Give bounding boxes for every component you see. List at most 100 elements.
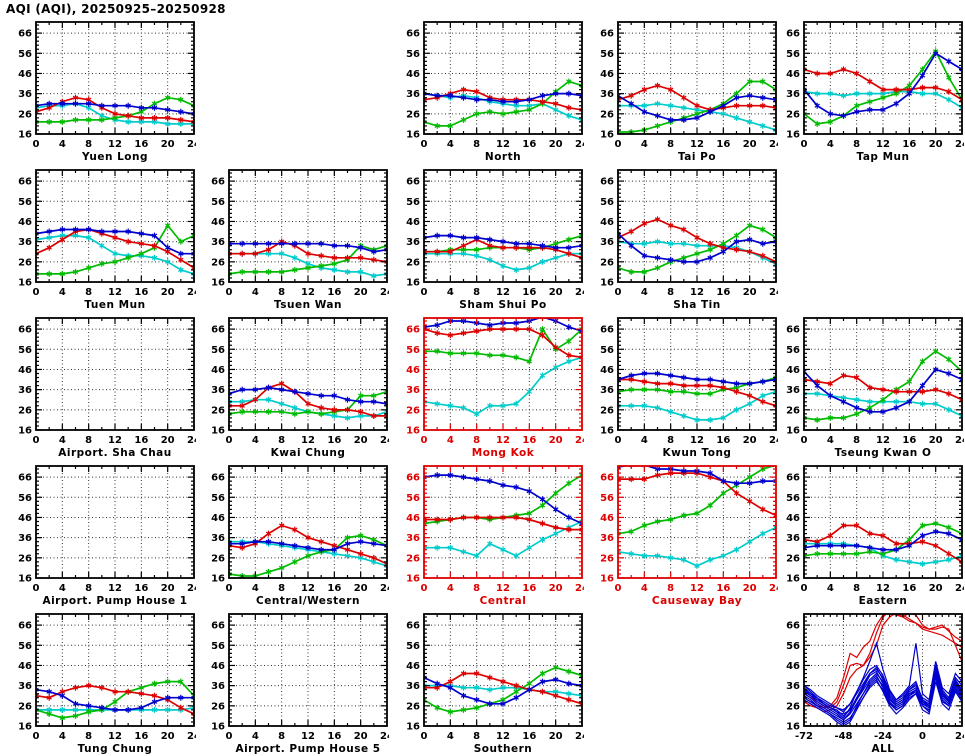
svg-text:36: 36 — [600, 237, 614, 248]
series-blue-markers — [424, 472, 582, 527]
axis-tick-labels: 16 26 36 46 56 66 0 4 8 12 16 20 24 — [406, 473, 584, 594]
svg-text:4: 4 — [59, 435, 66, 446]
svg-text:16: 16 — [406, 426, 420, 437]
series-blue-markers — [229, 240, 387, 255]
axis-tick-labels: 16 26 36 46 56 66 0 4 8 12 16 20 24 — [18, 621, 196, 742]
svg-text:46: 46 — [406, 513, 420, 524]
svg-text:24: 24 — [187, 731, 196, 742]
svg-text:56: 56 — [18, 197, 32, 208]
svg-text:16: 16 — [786, 130, 800, 141]
svg-text:46: 46 — [18, 661, 32, 672]
svg-text:16: 16 — [522, 435, 536, 446]
svg-text:0: 0 — [421, 435, 428, 446]
svg-text:36: 36 — [18, 385, 32, 396]
subplot-title: Tseung Kwan O — [835, 447, 932, 459]
subplot-causeway-bay: 16 26 36 46 56 66 0 4 8 12 16 20 24 Causeway Bay — [590, 458, 778, 608]
axis-tick-labels: 16 26 36 46 56 66 0 4 8 12 16 20 24 — [600, 325, 778, 446]
subplot-yuen-long-svg: 16 26 36 46 56 66 0 4 8 12 16 20 24 Yuen Long — [18, 21, 196, 163]
svg-text:46: 46 — [406, 661, 420, 672]
svg-text:56: 56 — [406, 49, 420, 60]
subplot-title: Airport. Pump House 1 — [42, 595, 187, 607]
svg-text:8: 8 — [853, 139, 860, 150]
svg-text:0: 0 — [226, 583, 233, 594]
svg-text:20: 20 — [929, 435, 943, 446]
plot-border — [35, 21, 195, 135]
axis-tick-labels: 16 26 36 46 56 66 0 4 8 12 16 20 24 — [211, 621, 389, 742]
svg-text:46: 46 — [18, 217, 32, 228]
svg-text:46: 46 — [211, 513, 225, 524]
svg-text:20: 20 — [743, 139, 757, 150]
svg-text:4: 4 — [641, 583, 648, 594]
subplot-title: Sha Tin — [673, 299, 721, 311]
svg-text:26: 26 — [406, 405, 420, 416]
svg-text:12: 12 — [108, 435, 122, 446]
svg-text:36: 36 — [211, 237, 225, 248]
svg-text:24: 24 — [187, 583, 196, 594]
svg-text:4: 4 — [59, 287, 66, 298]
subplot-tai-po: 16 26 36 46 56 66 0 4 8 12 16 20 24 Tai Po — [590, 14, 778, 164]
svg-text:4: 4 — [252, 435, 259, 446]
svg-text:26: 26 — [786, 109, 800, 120]
svg-text:26: 26 — [600, 257, 614, 268]
svg-text:16: 16 — [18, 574, 32, 585]
series-red-markers — [618, 376, 776, 409]
svg-text:26: 26 — [406, 257, 420, 268]
svg-text:16: 16 — [134, 139, 148, 150]
svg-text:56: 56 — [211, 641, 225, 652]
svg-text:16: 16 — [211, 574, 225, 585]
subplot-kwun-tong: 16 26 36 46 56 66 0 4 8 12 16 20 24 Kwun Tong — [590, 310, 778, 460]
series-blue-markers — [804, 50, 962, 119]
subplot-tap-mun: 16 26 36 46 56 66 0 4 8 12 16 20 24 Tap Mun — [776, 14, 964, 164]
svg-text:56: 56 — [600, 49, 614, 60]
subplot-title: Kwai Chung — [271, 447, 346, 459]
svg-text:12: 12 — [496, 583, 510, 594]
svg-text:16: 16 — [18, 426, 32, 437]
subplot-title: Tai Po — [678, 151, 716, 163]
svg-text:24: 24 — [187, 139, 196, 150]
subplot-title: Yuen Long — [81, 151, 148, 163]
svg-text:4: 4 — [447, 139, 454, 150]
subplot-tap-mun-svg: 16 26 36 46 56 66 0 4 8 12 16 20 24 Tap Mun — [786, 21, 964, 163]
svg-text:20: 20 — [354, 287, 368, 298]
svg-text:16: 16 — [522, 287, 536, 298]
svg-text:0: 0 — [801, 139, 808, 150]
svg-text:24: 24 — [380, 435, 389, 446]
svg-text:46: 46 — [406, 217, 420, 228]
subplot-airport-pump-house-1-svg: 16 26 36 46 56 66 0 4 8 12 16 20 24Airport. Pump Hou… — [18, 465, 196, 607]
svg-text:16: 16 — [522, 139, 536, 150]
svg-text:24: 24 — [769, 287, 778, 298]
svg-text:36: 36 — [406, 237, 420, 248]
subplot-sha-tin: 16 26 36 46 56 66 0 4 8 12 16 20 24 Sha Tin — [590, 162, 778, 312]
svg-text:66: 66 — [786, 325, 800, 336]
series-red-markers — [804, 66, 962, 103]
svg-text:4: 4 — [641, 139, 648, 150]
svg-text:26: 26 — [18, 553, 32, 564]
svg-text:0: 0 — [226, 435, 233, 446]
subplot-airport-pump-house-5-svg: 16 26 36 46 56 66 0 4 8 12 16 20 24Airport. Pump Hou… — [211, 613, 389, 755]
svg-text:0: 0 — [919, 731, 926, 742]
subplot-title: Central — [480, 595, 527, 607]
svg-text:12: 12 — [690, 139, 704, 150]
svg-text:20: 20 — [354, 731, 368, 742]
series-red-markers — [618, 216, 776, 265]
svg-text:4: 4 — [447, 583, 454, 594]
svg-text:16: 16 — [327, 583, 341, 594]
svg-text:8: 8 — [667, 435, 674, 446]
svg-text:66: 66 — [786, 29, 800, 40]
svg-text:16: 16 — [327, 435, 341, 446]
svg-text:8: 8 — [853, 583, 860, 594]
svg-text:0: 0 — [801, 583, 808, 594]
plot-border — [423, 613, 583, 727]
svg-text:24: 24 — [575, 731, 584, 742]
svg-text:24: 24 — [955, 435, 964, 446]
subplot-tseung-kwan-o-svg: 16 26 36 46 56 66 0 4 8 12 16 20 24 Tseung Kwan O — [786, 317, 964, 459]
svg-text:16: 16 — [211, 722, 225, 733]
axis-tick-labels: 16 26 36 46 56 66 0 4 8 12 16 20 24 — [211, 473, 389, 594]
svg-text:26: 26 — [211, 553, 225, 564]
subplot-title: Tuen Mun — [84, 299, 145, 311]
svg-text:56: 56 — [18, 641, 32, 652]
axis-tick-labels: 16 26 36 46 56 66 0 4 8 12 16 20 24 — [786, 29, 964, 150]
svg-text:26: 26 — [211, 405, 225, 416]
plot-border — [803, 613, 963, 727]
svg-text:36: 36 — [406, 89, 420, 100]
